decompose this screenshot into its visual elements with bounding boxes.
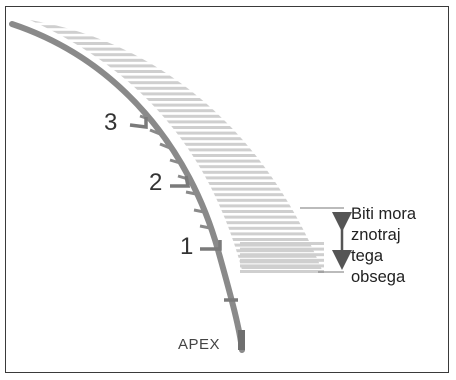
annotation-line-4: obsega (351, 268, 406, 286)
zone-stripe (240, 264, 324, 268)
band-stripe (30, 221, 322, 225)
canal-wall (9, 21, 245, 353)
annotation-line-1: Biti mora (351, 205, 417, 223)
band-stripe (30, 42, 322, 45)
band-stripe (30, 30, 322, 34)
marker-3-label: 3 (104, 109, 117, 136)
band-stripe (30, 142, 322, 146)
band-stripe (30, 210, 322, 213)
band-stripe (30, 187, 322, 191)
band-stripe (30, 109, 322, 113)
band-stripe (30, 86, 322, 90)
band-stripe (30, 75, 322, 79)
band-stripe (30, 193, 322, 197)
marker-tabs (129, 117, 238, 302)
band-stripe (30, 120, 322, 124)
band-stripe (30, 103, 322, 107)
band-stripe (30, 131, 322, 135)
band-stripe (30, 36, 322, 40)
band-stripe (30, 98, 322, 101)
band-stripe (30, 53, 322, 57)
annotation-line-2: znotraj (351, 226, 401, 244)
band-stripe (30, 20, 322, 23)
zone-stripe (240, 258, 324, 262)
band-stripe (30, 215, 322, 219)
apex-marker (238, 330, 245, 350)
acceptable-zone-stripes (240, 242, 324, 273)
apex-label: APEX (178, 336, 220, 353)
band-stripe (30, 126, 322, 129)
zone-stripe (240, 253, 324, 257)
marker-2-label: 2 (149, 169, 162, 196)
annotation-line-3: tega (351, 247, 384, 265)
zone-stripe (240, 270, 324, 273)
band-stripe (30, 137, 322, 141)
band-stripe (30, 70, 322, 73)
band-stripe (30, 64, 322, 68)
band-stripe (30, 198, 322, 202)
marker-1-label: 1 (180, 233, 193, 260)
zone-stripe (240, 242, 324, 245)
range-annotation: Biti mora znotraj tega obsega (351, 204, 416, 288)
measurement-band (20, 14, 330, 269)
band-stripe (30, 114, 322, 118)
band-stripe (30, 92, 322, 96)
band-stripe (30, 170, 322, 174)
band-stripe (30, 204, 322, 208)
band-stripe (30, 165, 322, 169)
band-stripe (30, 226, 322, 230)
band-stripe (30, 25, 322, 29)
band-stripe (30, 81, 322, 85)
range-indicator (300, 207, 344, 273)
band-stripe (30, 58, 322, 62)
zone-stripe (240, 247, 324, 251)
band-stripe (20, 14, 330, 17)
band-stripe (30, 232, 322, 236)
band-stripe (30, 176, 322, 180)
band-stripe (30, 238, 322, 241)
